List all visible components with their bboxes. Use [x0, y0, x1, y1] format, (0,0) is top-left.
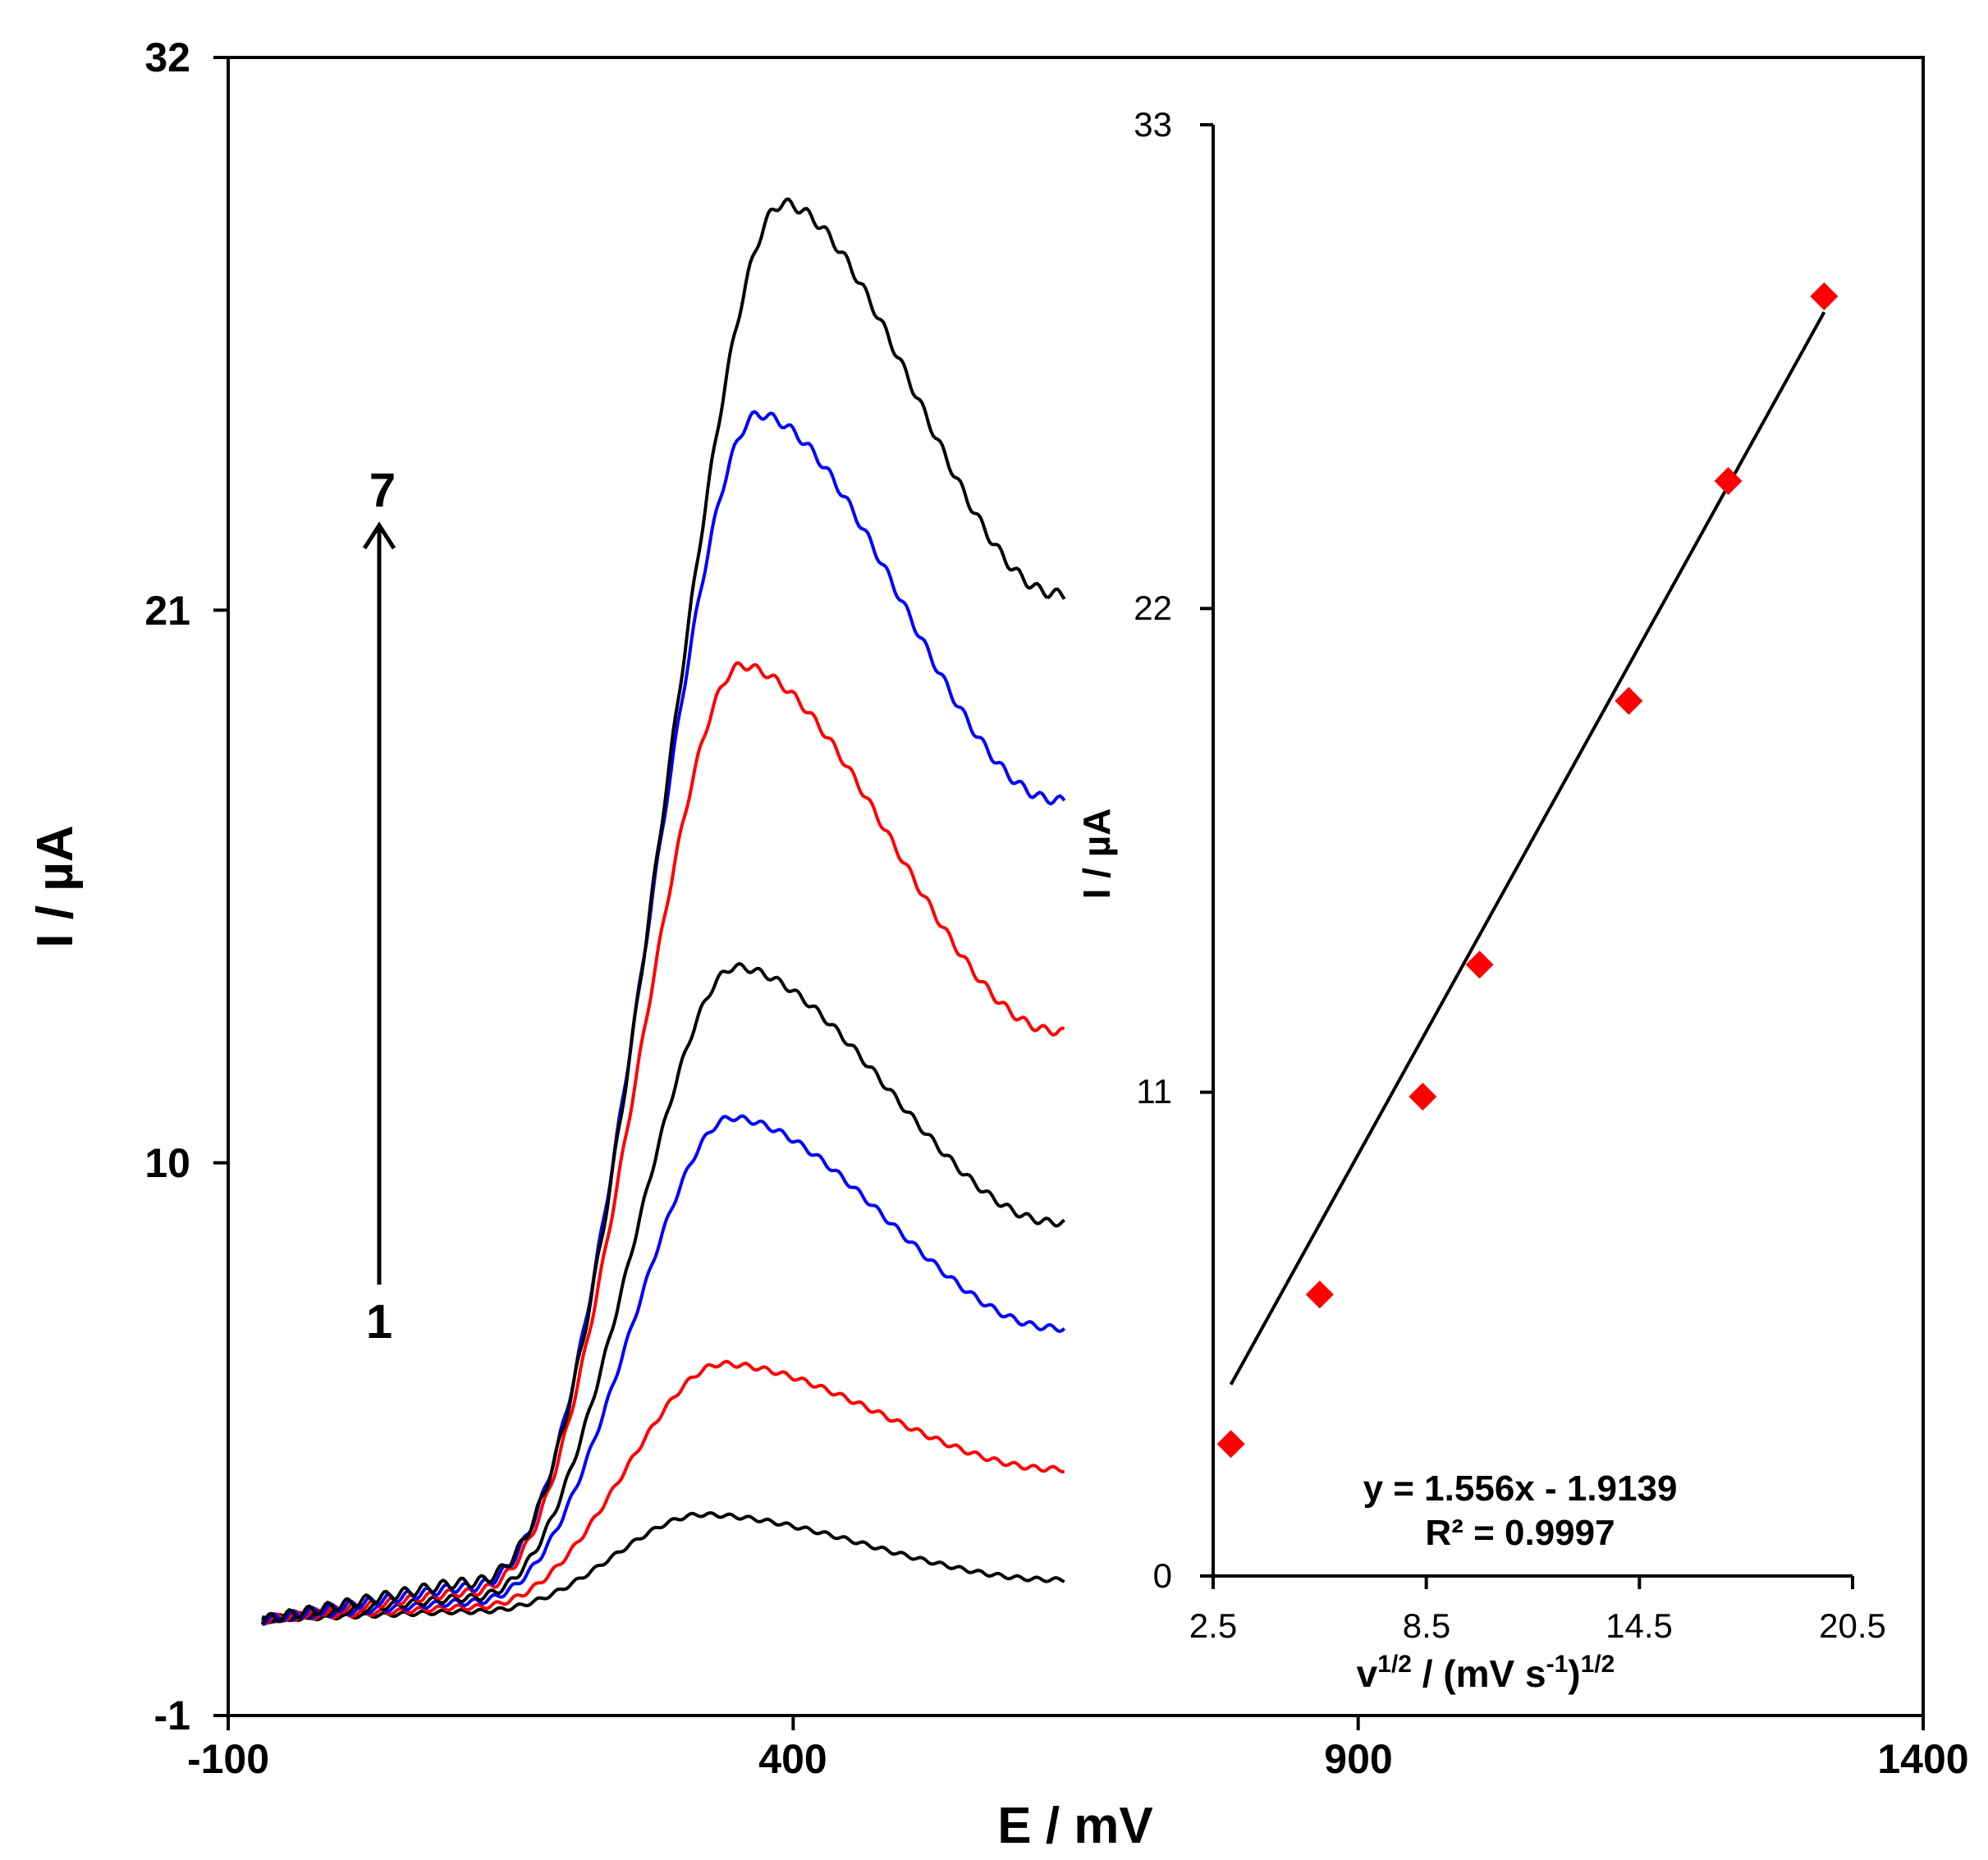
data-point-marker — [1216, 1430, 1245, 1459]
cv-curve-3 — [262, 1114, 1066, 1624]
data-point-marker — [1615, 686, 1643, 715]
regression-r-squared: R² = 0.9997 — [1425, 1513, 1615, 1553]
main-xtick-label: -100 — [187, 1736, 269, 1782]
inset-xtick-label: 8.5 — [1403, 1606, 1450, 1645]
main-xtick-label: 400 — [758, 1736, 827, 1782]
inset-ytick-label: 0 — [1153, 1556, 1172, 1595]
arrow-end-label: 7 — [369, 464, 396, 517]
inset-axis-ticks — [1200, 123, 1854, 1589]
cv-curves — [260, 197, 1066, 1626]
scan-rate-arrow-head-icon — [362, 521, 396, 550]
inset-ytick-label: 11 — [1136, 1072, 1172, 1111]
inset-y-axis-title: I / µA — [1075, 809, 1118, 900]
main-xtick-label: 1400 — [1877, 1736, 1968, 1782]
cv-curve-7 — [260, 197, 1066, 1626]
inset-xtick-label: 14.5 — [1606, 1606, 1673, 1645]
data-point-marker — [1305, 1280, 1334, 1309]
inset-xtick-label: 2.5 — [1189, 1606, 1237, 1645]
main-x-axis-title: E / mV — [997, 1798, 1153, 1854]
inset-x-axis-title: v1/2 / (mV s-1)1/2 — [1357, 1651, 1615, 1695]
main-ytick-label: 32 — [144, 34, 190, 80]
main-xtick-label: 900 — [1324, 1736, 1392, 1782]
main-y-axis-title: I / µA — [27, 825, 84, 947]
cv-curve-2 — [261, 1359, 1065, 1624]
inset-plot-content — [1216, 282, 1839, 1459]
main-plot-frame — [227, 56, 1925, 1717]
data-point-marker — [1465, 951, 1494, 979]
inset-ytick-label: 33 — [1134, 105, 1172, 144]
trendline — [1229, 311, 1826, 1386]
cv-curve-1 — [261, 1511, 1065, 1624]
arrow-start-label: 1 — [366, 1295, 392, 1349]
data-point-marker — [1409, 1083, 1437, 1111]
main-ytick-label: -1 — [154, 1693, 190, 1739]
data-point-marker — [1714, 466, 1743, 495]
cv-curve-4 — [260, 962, 1065, 1624]
main-ytick-label: 10 — [144, 1140, 190, 1186]
inset-xtick-label: 20.5 — [1819, 1606, 1886, 1645]
data-point-marker — [1810, 282, 1839, 310]
inset-ytick-label: 22 — [1134, 589, 1172, 627]
main-ytick-label: 21 — [144, 588, 190, 634]
main-axis-ticks — [213, 56, 1925, 1730]
regression-equation: y = 1.556x - 1.9139 — [1363, 1468, 1678, 1509]
